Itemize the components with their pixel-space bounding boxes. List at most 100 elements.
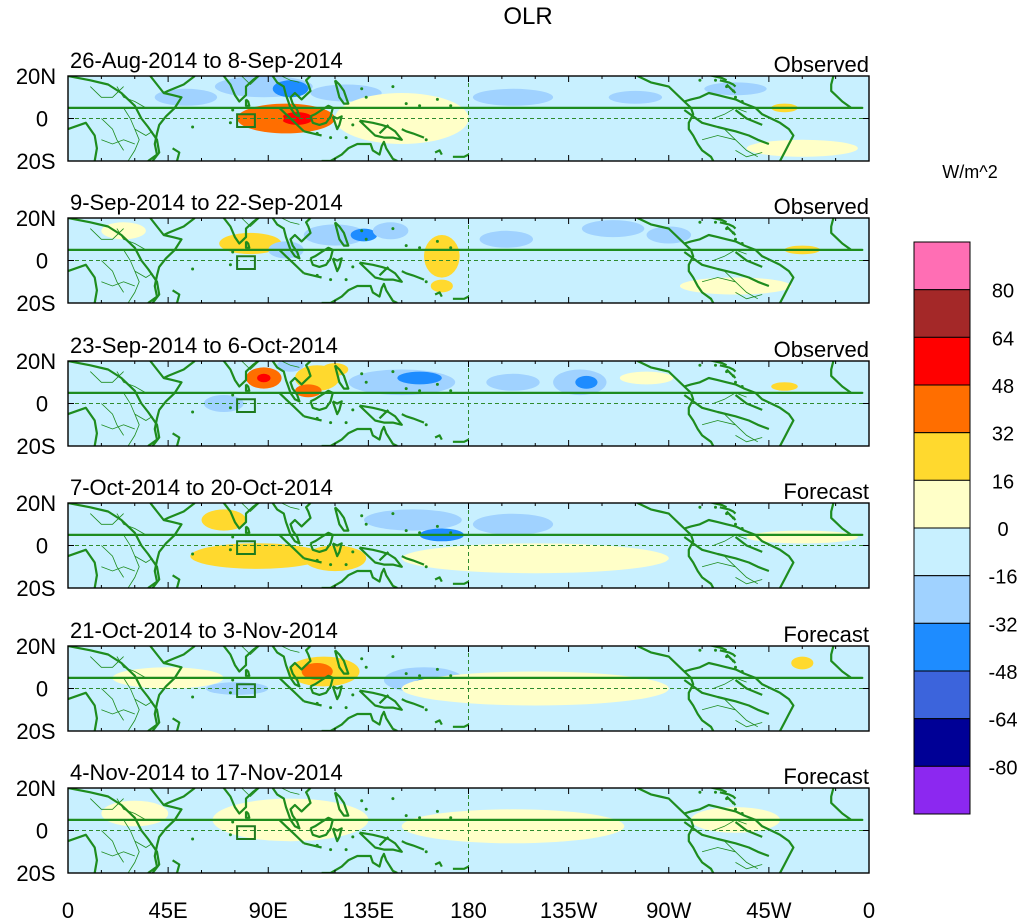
anomaly-cell <box>746 139 858 157</box>
coastline <box>303 700 322 707</box>
border-line <box>281 218 300 225</box>
coastline <box>358 119 403 141</box>
region-box <box>236 540 256 555</box>
border-line <box>713 819 747 831</box>
panel-2: 20N 0 20S 9-Sep-2014 to 22-Sep-2014 Observed <box>16 190 870 316</box>
coastline <box>683 385 715 446</box>
colorbar-segment <box>913 432 971 481</box>
island <box>344 421 348 425</box>
island <box>364 380 368 384</box>
coastline <box>68 503 864 537</box>
coastline <box>683 812 715 873</box>
island <box>391 85 395 89</box>
coastlines <box>68 361 864 446</box>
coastline <box>147 361 183 446</box>
coastline <box>68 76 161 161</box>
coastline <box>278 819 305 845</box>
colorbar-segment <box>913 289 971 338</box>
anomaly-cell <box>335 93 469 144</box>
border-line <box>724 555 758 585</box>
anomaly-cell <box>401 543 669 574</box>
y-tick-label: 20S <box>16 719 55 744</box>
island <box>404 529 408 533</box>
coastline <box>321 282 398 303</box>
island <box>418 674 422 678</box>
coastline <box>172 574 181 588</box>
coastline <box>68 121 99 161</box>
colorbar-segment <box>913 622 971 672</box>
border-line <box>735 292 763 300</box>
coastline <box>309 531 334 554</box>
coastline <box>172 432 181 446</box>
island <box>360 799 364 803</box>
island <box>734 807 737 811</box>
island <box>315 416 319 420</box>
border-line <box>90 371 124 383</box>
border-line <box>701 562 736 568</box>
island <box>714 220 717 224</box>
panel-period-label: 4-Nov-2014 to 17-Nov-2014 <box>70 760 343 785</box>
coastline <box>734 536 763 553</box>
island <box>725 512 729 516</box>
anomaly-cell <box>303 224 367 246</box>
coastline <box>303 130 322 137</box>
coastline <box>401 840 425 851</box>
country-borders <box>90 361 763 446</box>
y-tick-label: 0 <box>36 107 48 132</box>
island <box>714 505 717 509</box>
island <box>315 131 319 135</box>
coastline <box>708 788 728 794</box>
y-tick-label: 20S <box>16 576 55 601</box>
coastline <box>309 104 334 127</box>
panel-kind-label: Observed <box>774 52 869 77</box>
island <box>228 691 232 695</box>
coastline <box>68 788 864 822</box>
island <box>698 363 702 367</box>
border-line <box>281 503 300 510</box>
island <box>424 565 428 569</box>
coastline <box>244 98 251 107</box>
panel-3: 20N 0 20S 23-Sep-2014 to 6-Oct-2014 Observed <box>16 333 870 459</box>
border-line <box>90 656 124 668</box>
colorbar-segment <box>913 527 971 577</box>
panel-period-label: 26-Aug-2014 to 8-Sep-2014 <box>70 48 343 73</box>
coastline <box>378 836 390 847</box>
island <box>725 370 729 374</box>
border-line <box>134 128 153 136</box>
anomaly-cell <box>401 809 625 844</box>
panel-kind-label: Observed <box>774 194 869 219</box>
island <box>734 665 737 669</box>
coastline <box>719 791 737 800</box>
coastline <box>163 218 196 236</box>
island <box>364 237 368 241</box>
island <box>189 732 192 735</box>
island <box>329 136 333 140</box>
border-line <box>281 646 300 653</box>
colorbar-segment <box>913 670 971 720</box>
border-line <box>101 260 124 293</box>
anomaly-cell <box>430 279 453 293</box>
coastline <box>271 788 312 830</box>
anomaly-cell <box>277 361 304 372</box>
island <box>364 522 368 526</box>
island <box>449 246 453 250</box>
coastline <box>321 852 398 873</box>
island <box>714 363 717 367</box>
border-line <box>241 646 260 656</box>
coastline <box>68 361 161 446</box>
region-box <box>236 398 256 413</box>
coastline <box>68 76 864 110</box>
colorbar-segment <box>913 241 971 291</box>
border-line <box>123 534 140 588</box>
border-line <box>123 392 140 446</box>
anomaly-cell <box>479 230 533 248</box>
border-line <box>281 361 300 368</box>
border-line <box>281 76 300 83</box>
coastline <box>683 109 770 146</box>
border-line <box>101 139 135 145</box>
island <box>351 265 355 269</box>
island <box>189 304 192 307</box>
island <box>725 85 729 89</box>
coastline <box>68 646 161 731</box>
island <box>404 244 408 248</box>
